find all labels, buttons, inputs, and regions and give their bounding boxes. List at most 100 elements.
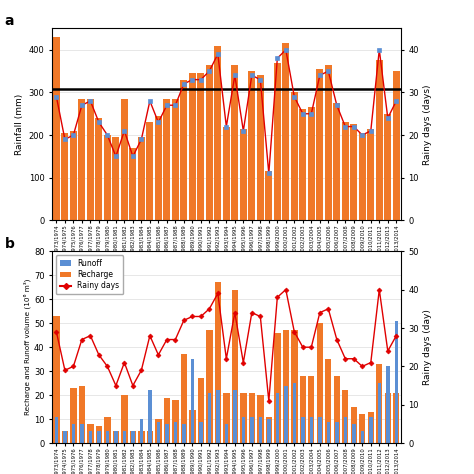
Bar xyxy=(215,283,221,443)
Bar xyxy=(327,421,330,443)
Bar xyxy=(164,398,170,443)
Bar xyxy=(95,118,102,220)
Bar xyxy=(292,383,296,443)
Bar xyxy=(165,424,169,443)
Bar xyxy=(189,410,196,443)
Bar xyxy=(386,366,390,443)
Bar xyxy=(87,99,94,220)
Bar xyxy=(361,431,364,443)
Bar xyxy=(198,73,204,220)
Bar xyxy=(130,431,136,443)
Bar xyxy=(291,92,298,220)
Bar xyxy=(265,417,272,443)
Bar xyxy=(112,137,119,220)
Bar xyxy=(104,417,110,443)
Bar xyxy=(129,148,136,220)
Y-axis label: Recharge and Runoff volume (10⁶ m³): Recharge and Runoff volume (10⁶ m³) xyxy=(24,279,31,415)
Bar xyxy=(172,400,179,443)
Bar xyxy=(291,330,298,443)
Bar xyxy=(359,414,365,443)
Bar xyxy=(259,417,262,443)
Bar xyxy=(257,395,264,443)
Bar xyxy=(283,330,289,443)
Bar xyxy=(317,69,323,220)
Bar xyxy=(121,395,128,443)
Bar xyxy=(393,393,400,443)
Bar xyxy=(146,431,153,443)
Bar xyxy=(191,359,194,443)
Bar xyxy=(173,421,177,443)
Bar xyxy=(121,99,128,220)
Bar xyxy=(350,125,357,220)
Bar xyxy=(172,99,179,220)
Bar xyxy=(267,419,271,443)
Bar xyxy=(335,421,338,443)
Bar xyxy=(284,386,288,443)
Bar xyxy=(113,431,119,443)
Y-axis label: Rainfall (mm): Rainfall (mm) xyxy=(16,94,25,155)
Bar xyxy=(265,172,272,220)
Bar xyxy=(376,61,383,220)
Bar xyxy=(181,80,187,220)
Y-axis label: Rainy days (day): Rainy days (day) xyxy=(423,309,432,385)
Legend: Runoff, Recharge, Rainy days: Runoff, Recharge, Rainy days xyxy=(56,255,123,294)
Bar xyxy=(274,333,281,443)
Bar xyxy=(300,109,306,220)
Bar xyxy=(240,393,246,443)
Bar xyxy=(155,419,162,443)
Bar xyxy=(344,417,347,443)
Bar xyxy=(257,75,264,220)
Bar xyxy=(308,108,315,220)
Bar xyxy=(233,391,237,443)
Bar xyxy=(80,424,83,443)
Bar xyxy=(223,127,230,220)
Bar xyxy=(225,424,228,443)
Bar xyxy=(164,99,170,220)
Bar xyxy=(231,65,238,220)
Bar xyxy=(351,407,357,443)
Bar xyxy=(140,419,143,443)
Bar xyxy=(53,37,60,220)
Bar xyxy=(248,71,255,220)
Bar xyxy=(333,103,340,220)
Bar xyxy=(123,431,126,443)
Bar xyxy=(275,393,279,443)
Bar xyxy=(114,431,118,443)
Bar xyxy=(250,417,254,443)
Bar xyxy=(214,46,221,220)
Bar xyxy=(89,431,92,443)
Bar xyxy=(189,73,196,220)
Bar xyxy=(367,129,374,220)
Bar xyxy=(53,316,60,443)
Bar xyxy=(55,417,58,443)
Bar xyxy=(334,376,340,443)
Bar xyxy=(148,391,152,443)
Bar xyxy=(96,427,102,443)
Bar xyxy=(368,412,374,443)
Bar xyxy=(352,424,356,443)
Bar xyxy=(156,421,160,443)
Bar xyxy=(232,290,238,443)
Bar xyxy=(131,431,135,443)
Bar xyxy=(300,376,306,443)
Bar xyxy=(376,364,383,443)
Bar xyxy=(223,393,229,443)
Bar xyxy=(106,431,109,443)
Bar xyxy=(62,133,68,220)
Bar xyxy=(70,388,77,443)
Bar xyxy=(206,65,213,220)
Bar xyxy=(138,137,145,220)
Bar xyxy=(138,431,145,443)
Bar xyxy=(182,424,186,443)
Bar xyxy=(393,71,400,220)
Bar xyxy=(369,417,373,443)
Bar xyxy=(199,421,202,443)
Bar xyxy=(377,383,381,443)
Bar xyxy=(308,376,314,443)
Bar xyxy=(206,330,212,443)
Bar xyxy=(62,431,68,443)
Bar xyxy=(317,323,323,443)
Y-axis label: Rainy days (days): Rainy days (days) xyxy=(423,84,432,164)
Bar xyxy=(72,424,75,443)
Bar xyxy=(384,393,391,443)
